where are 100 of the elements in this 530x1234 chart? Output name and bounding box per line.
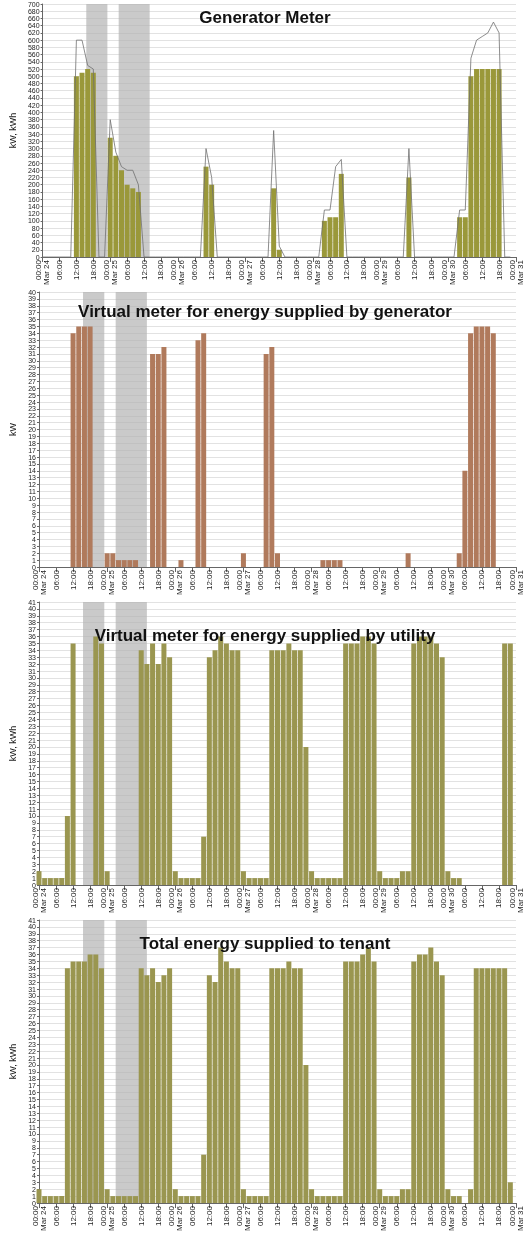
bar — [405, 553, 411, 567]
x-tick-label: 12:00 — [204, 887, 214, 909]
x-tick-label: 00:00 Mar 29 — [371, 569, 389, 595]
x-tick-label: 18:00 — [85, 569, 95, 591]
x-tick-label: 12:00 — [207, 259, 217, 281]
x-tick-label: 00:00 Mar 28 — [303, 887, 321, 913]
x-tick-label: 06:00 — [51, 887, 61, 909]
x-tick-label: 12:00 — [274, 259, 284, 281]
x-tick-label: 12:00 — [273, 1205, 282, 1227]
x-tick-label: 12:00 — [477, 1205, 487, 1227]
x-tick-label: 06:00 — [255, 887, 265, 909]
x-tick-label: 18:00 — [153, 1205, 163, 1227]
x-tick-label: 12:00 — [71, 259, 81, 281]
x-tick-label: 18:00 — [221, 887, 231, 909]
x-tick-label: 12:00 — [273, 887, 282, 909]
text: Total energy supplied to tenant — [139, 934, 391, 953]
x-tick-label: 18:00 — [291, 259, 301, 281]
x-tick-label: 00:00 Mar 24 — [34, 259, 52, 285]
x-tick-label: 00:00 Mar 28 — [304, 259, 322, 285]
x-tick-label: 06:00 — [51, 569, 61, 591]
x-tick-label: 12:00 — [410, 259, 420, 281]
x-tick-label: 12:00 — [204, 569, 214, 591]
x-tick-label: 06:00 — [324, 1205, 334, 1227]
x-tick-label: 18:00 — [358, 887, 368, 909]
x-tick-label: 00:00 Mar 28 — [303, 1205, 321, 1231]
x-tick-label: 00:00 Mar 26 — [166, 887, 184, 913]
x-tick-label: 00:00 Mar 25 — [101, 259, 119, 285]
x-tick-label: 06:00 — [119, 1205, 129, 1227]
x-tick-label: 12:00 — [409, 887, 419, 909]
x-tick-label: 00:00 Mar 24 — [30, 569, 48, 595]
x-tick-label: 06:00 — [460, 1205, 470, 1227]
x-tick-label: 00:00 Mar 30 — [439, 1205, 457, 1231]
x-tick-label: 12:00 — [342, 259, 352, 281]
x-tick-label: 00:00 Mar 24 — [30, 1205, 48, 1231]
x-tick-label: 18:00 — [156, 259, 166, 281]
x-tick-label: 00:00 Mar 24 — [30, 887, 48, 913]
x-tick-label: 12:00 — [341, 1205, 351, 1227]
x-tick-label: 00:00 Mar 28 — [303, 569, 321, 595]
x-tick-label: 06:00 — [325, 259, 335, 281]
x-tick-label: 06:00 — [460, 887, 470, 909]
x-tick-label: 12:00 — [136, 569, 146, 591]
x-tick-label: 12:00 — [477, 569, 487, 591]
x-tick-label: 18:00 — [290, 1205, 300, 1227]
x-tick-label: 12:00 — [204, 1205, 214, 1227]
x-tick-label: 18:00 — [290, 569, 300, 591]
x-tick-label: 06:00 — [392, 1205, 402, 1227]
x-tick-label: 00:00 Mar 31 — [507, 1205, 525, 1231]
x-tick-label: 12:00 — [409, 1205, 419, 1227]
x-tick-label: 00:00 Mar 27 — [234, 569, 252, 595]
x-tick-label: 06:00 — [187, 887, 197, 909]
x-tick-label: 18:00 — [221, 569, 231, 591]
x-tick-label: 00:00 Mar 29 — [372, 259, 390, 285]
x-tick-label: 06:00 — [257, 259, 267, 281]
x-tick-label: 06:00 — [255, 569, 265, 591]
x-tick-label: 12:00 — [68, 887, 78, 909]
x-tick-label: 18:00 — [153, 887, 163, 909]
x-tick-label: 18:00 — [494, 569, 504, 591]
x-tick-label: 06:00 — [190, 259, 200, 281]
x-tick-label: 06:00 — [187, 1205, 197, 1227]
x-tick-label: 12:00 — [273, 569, 282, 591]
x-tick-label: 00:00 Mar 25 — [98, 569, 116, 595]
x-tick-label: 18:00 — [88, 259, 98, 281]
x-tick-label: 18:00 — [494, 259, 504, 281]
x-tick-label: 06:00 — [122, 259, 132, 281]
x-tick-label: 00:00 Mar 29 — [371, 1205, 389, 1231]
x-tick-label: 06:00 — [187, 569, 197, 591]
x-tick-label: 06:00 — [392, 569, 402, 591]
x-tick-label: 18:00 — [494, 1205, 504, 1227]
x-tick-label: 06:00 — [392, 887, 402, 909]
x-tick-label: 06:00 — [119, 887, 129, 909]
x-tick-label: 06:00 — [324, 887, 334, 909]
y-axis-title: kW — [7, 422, 18, 436]
x-tick-label: 12:00 — [477, 887, 487, 909]
x-tick-label: 06:00 — [54, 259, 64, 281]
x-tick-label: 18:00 — [85, 887, 95, 909]
x-tick-label: 12:00 — [68, 569, 78, 591]
x-tick-label: 00:00 Mar 31 — [507, 887, 525, 913]
x-tick-label: 00:00 Mar 30 — [439, 259, 457, 285]
x-tick-label: 06:00 — [119, 569, 129, 591]
x-tick-label: 00:00 Mar 25 — [98, 1205, 116, 1231]
x-tick-label: 18:00 — [426, 887, 436, 909]
x-tick-label: 00:00 Mar 27 — [234, 887, 252, 913]
x-tick-label: 18:00 — [358, 1205, 368, 1227]
y-axis-title: kW, kWh — [7, 1043, 18, 1080]
x-tick-label: 06:00 — [460, 259, 470, 281]
x-tick-label: 18:00 — [358, 569, 368, 591]
x-tick-label: 12:00 — [409, 569, 419, 591]
x-tick-label: 00:00 Mar 31 — [507, 569, 525, 595]
x-tick-label: 12:00 — [136, 887, 146, 909]
x-tick-label: 18:00 — [494, 887, 504, 909]
x-tick-label: 06:00 — [255, 1205, 265, 1227]
x-tick-label: 18:00 — [426, 569, 436, 591]
x-tick-label: 00:00 Mar 26 — [166, 569, 184, 595]
x-tick-label: 00:00 Mar 27 — [236, 259, 254, 285]
x-tick-label: 00:00 Mar 26 — [169, 259, 187, 285]
x-tick-label: 06:00 — [324, 569, 334, 591]
bar — [240, 553, 246, 567]
y-axis-title: kW, kWh — [7, 725, 18, 762]
x-tick-label: 18:00 — [290, 887, 300, 909]
x-tick-label: 12:00 — [341, 569, 351, 591]
